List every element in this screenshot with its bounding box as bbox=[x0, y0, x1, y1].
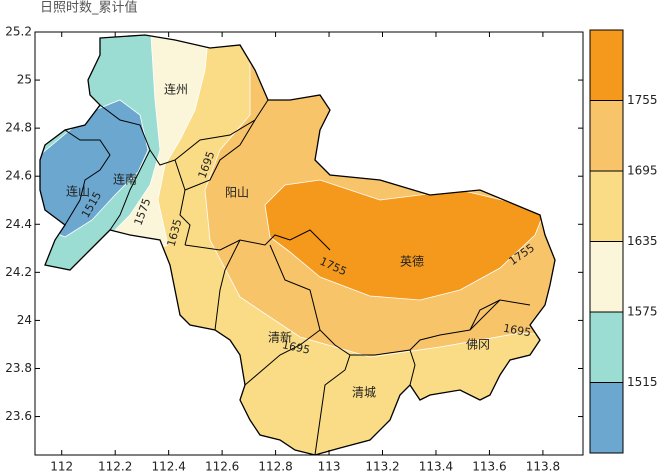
x-tick-label: 112 bbox=[50, 460, 73, 474]
x-tick-label: 113.4 bbox=[419, 460, 453, 474]
colorbar-bin bbox=[590, 30, 623, 101]
y-tick-label: 24.8 bbox=[5, 121, 32, 135]
colorbar-label: 1575 bbox=[627, 305, 658, 319]
contour-band bbox=[264, 179, 546, 301]
colorbar-bin bbox=[590, 382, 623, 453]
contour-label: 1695 bbox=[281, 338, 311, 357]
county-borders bbox=[64, 99, 531, 456]
place-name: 连山 bbox=[66, 184, 90, 199]
contour-label: 1695 bbox=[502, 322, 532, 340]
y-tick-label: 24.4 bbox=[5, 217, 32, 231]
x-tick-label: 112.6 bbox=[205, 460, 239, 474]
plot-frame bbox=[34, 31, 584, 456]
colorbar-label: 1515 bbox=[627, 375, 658, 389]
x-tick-label: 112.4 bbox=[151, 460, 185, 474]
place-name: 连州 bbox=[164, 82, 188, 97]
colorbar-label: 1755 bbox=[627, 93, 658, 107]
contour-fills bbox=[40, 35, 555, 455]
colorbar-label: 1695 bbox=[627, 164, 658, 178]
x-tick-label: 113 bbox=[318, 460, 341, 474]
x-tick-label: 112.8 bbox=[258, 460, 292, 474]
colorbar-bin bbox=[590, 171, 623, 242]
colorbar-frame bbox=[589, 29, 624, 454]
y-tick-label: 24.6 bbox=[5, 169, 32, 183]
place-name: 连南 bbox=[113, 172, 137, 187]
place-name: 英德 bbox=[400, 254, 424, 269]
y-tick-label: 23.6 bbox=[5, 409, 32, 423]
y-tick-label: 24.2 bbox=[5, 265, 32, 279]
y-tick-label: 24 bbox=[17, 313, 32, 327]
x-tick-label: 113.8 bbox=[526, 460, 560, 474]
map-title: 日照时数_累计值 bbox=[40, 0, 138, 16]
place-name: 佛冈 bbox=[466, 338, 490, 352]
x-tick-label: 113.2 bbox=[365, 460, 399, 474]
x-tick-label: 113.6 bbox=[472, 460, 506, 474]
colorbar-bin bbox=[590, 241, 623, 312]
colorbar-bin bbox=[590, 312, 623, 383]
place-name: 阳山 bbox=[225, 186, 249, 200]
place-name: 清城 bbox=[352, 386, 376, 400]
y-tick-label: 25 bbox=[17, 73, 32, 87]
colorbar-label: 1635 bbox=[627, 234, 658, 248]
place-name: 清新 bbox=[268, 330, 292, 345]
y-tick-label: 25.2 bbox=[5, 25, 32, 39]
x-tick-label: 112.2 bbox=[98, 460, 132, 474]
y-tick-label: 23.8 bbox=[5, 361, 32, 375]
outline bbox=[39, 34, 556, 456]
colorbar-bin bbox=[590, 100, 623, 171]
